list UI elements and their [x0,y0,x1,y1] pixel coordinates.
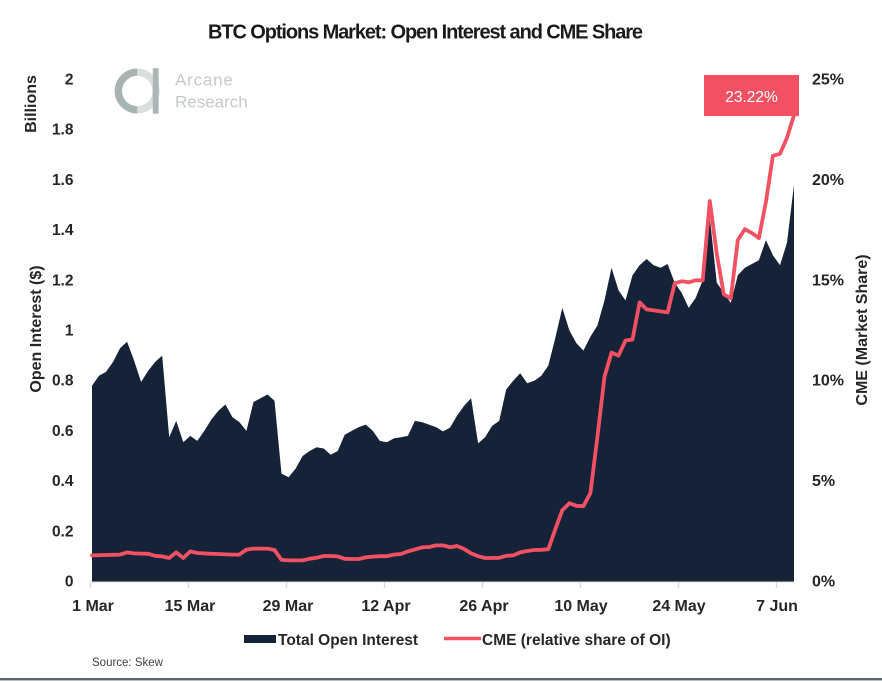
svg-text:2: 2 [65,72,74,89]
svg-text:0.6: 0.6 [52,423,74,440]
svg-text:15 Mar: 15 Mar [165,598,216,615]
svg-text:20%: 20% [812,172,844,189]
svg-text:CME (Market Share): CME (Market Share) [854,254,871,405]
svg-text:0: 0 [65,574,74,591]
svg-text:0.2: 0.2 [52,523,74,540]
svg-text:15%: 15% [812,272,844,289]
svg-text:25%: 25% [812,72,844,89]
svg-text:1.2: 1.2 [52,272,74,289]
svg-text:29 Mar: 29 Mar [263,598,314,615]
svg-text:Open Interest ($): Open Interest ($) [28,265,45,392]
svg-text:1.8: 1.8 [52,122,74,139]
svg-text:1 Mar: 1 Mar [72,598,114,615]
svg-text:5%: 5% [812,473,835,490]
svg-text:Total Open Interest: Total Open Interest [278,632,418,649]
svg-text:0.4: 0.4 [52,473,74,490]
svg-text:Billions: Billions [23,75,40,133]
svg-text:7 Jun: 7 Jun [756,598,798,615]
svg-text:BTC Options Market: Open Inter: BTC Options Market: Open Interest and CM… [208,22,643,44]
svg-text:26 Apr: 26 Apr [459,598,508,615]
svg-text:12 Apr: 12 Apr [361,598,410,615]
svg-text:24 May: 24 May [652,598,705,615]
svg-text:Research: Research [175,93,248,112]
svg-text:1.4: 1.4 [52,222,74,239]
svg-text:23.22%: 23.22% [725,89,778,106]
svg-text:0.8: 0.8 [52,373,74,390]
svg-text:1: 1 [65,323,74,340]
svg-text:0%: 0% [812,574,835,591]
svg-text:10%: 10% [812,373,844,390]
svg-text:1.6: 1.6 [52,172,74,189]
svg-text:Source: Skew: Source: Skew [92,657,164,669]
svg-text:Arcane: Arcane [175,71,234,90]
svg-text:CME (relative share of OI): CME (relative share of OI) [482,632,671,649]
svg-text:10 May: 10 May [554,598,607,615]
